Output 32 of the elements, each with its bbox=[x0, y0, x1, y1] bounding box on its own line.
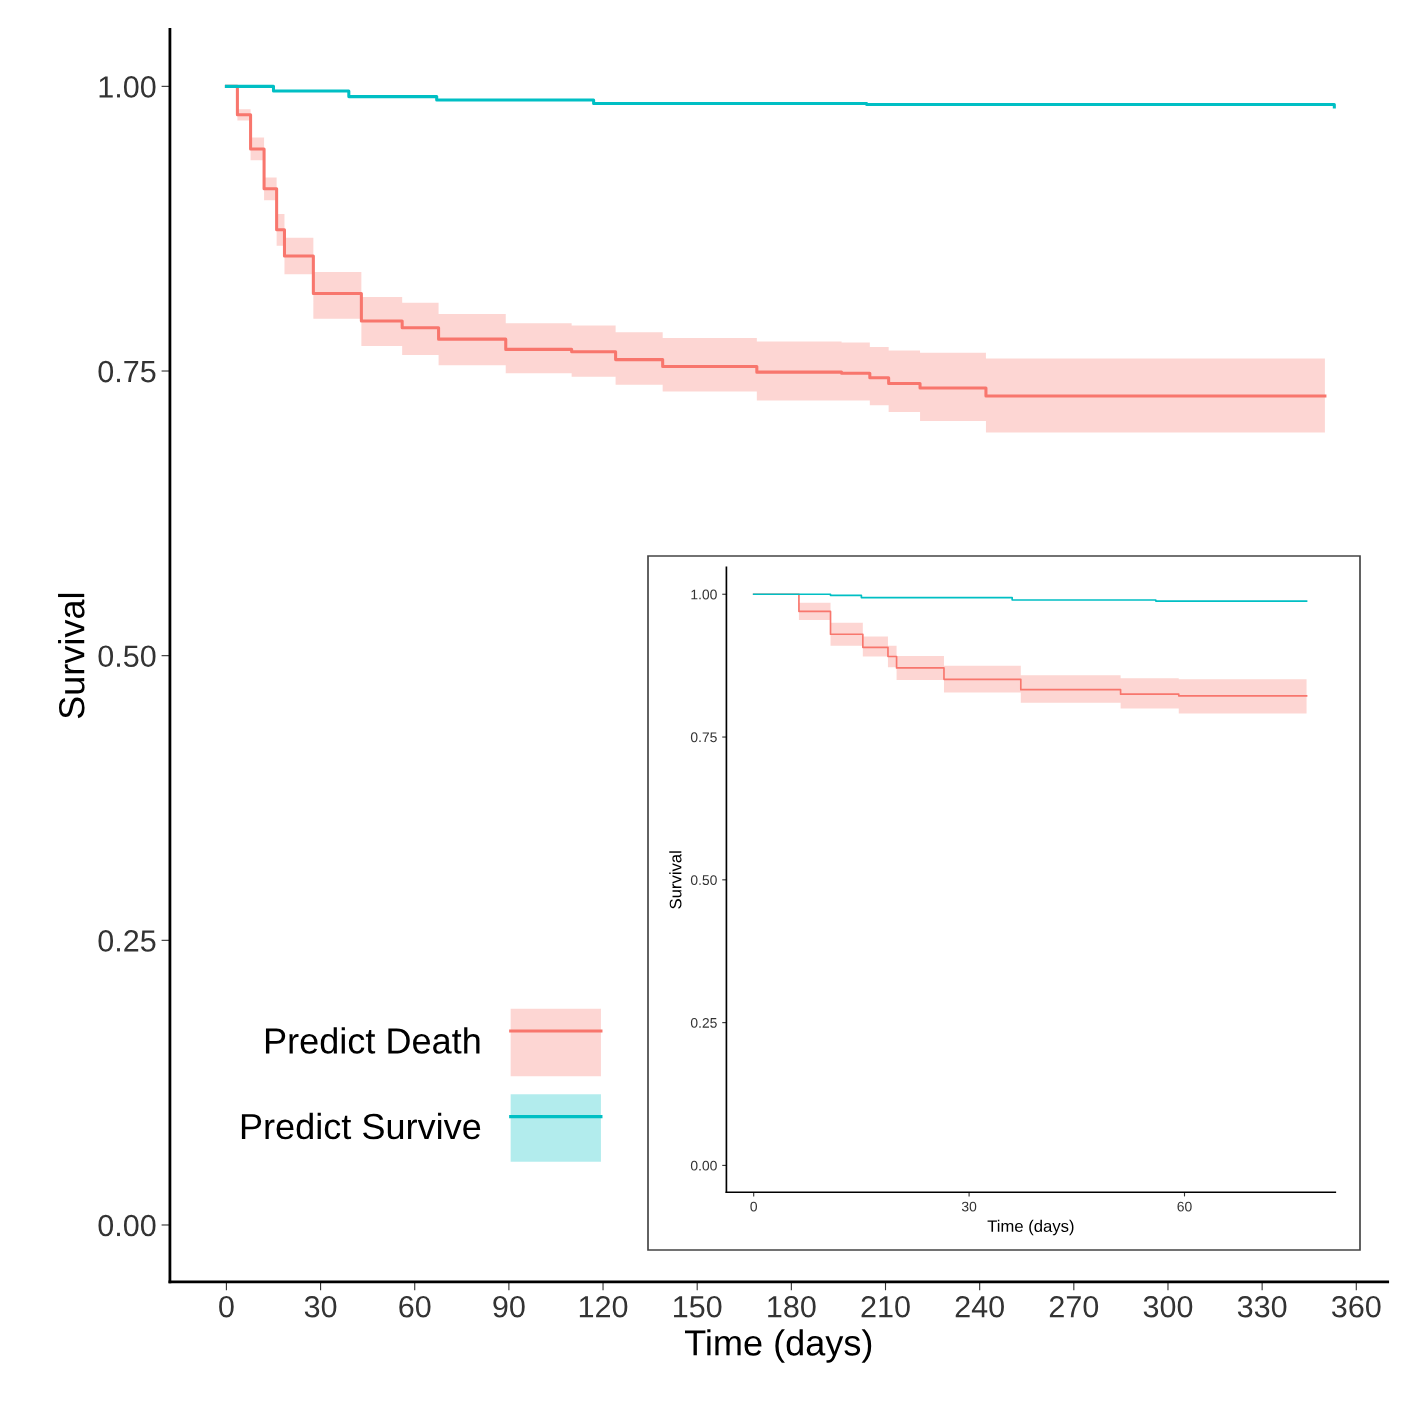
x-axis-title: Time (days) bbox=[684, 1329, 872, 1363]
y-tick-label: 0.75 bbox=[98, 360, 156, 383]
y-tick-label: 0.50 bbox=[98, 645, 156, 668]
y-tick-label: 1.00 bbox=[691, 589, 717, 600]
y-tick-label: 0.25 bbox=[98, 930, 156, 952]
y-tick-label: 1.00 bbox=[99, 76, 156, 98]
x-axis-title: Time (days) bbox=[987, 1219, 1074, 1236]
x-tick-label: 0 bbox=[750, 1201, 758, 1212]
y-tick-label: 0.00 bbox=[98, 1214, 156, 1237]
x-tick-label: 0 bbox=[219, 1295, 234, 1318]
x-tick-label: 210 bbox=[861, 1295, 910, 1318]
x-tick-label: 30 bbox=[961, 1201, 977, 1212]
x-tick-label: 120 bbox=[579, 1295, 628, 1318]
legend-label: Predict Death bbox=[265, 1027, 480, 1054]
x-tick-label: 150 bbox=[674, 1295, 722, 1318]
y-tick-label: 0.25 bbox=[690, 1017, 717, 1028]
y-axis-title: Survival bbox=[669, 851, 682, 909]
x-tick-label: 30 bbox=[304, 1295, 337, 1318]
y-axis-title: Survival bbox=[58, 593, 85, 719]
x-tick-label: 270 bbox=[1049, 1295, 1099, 1318]
x-tick-label: 360 bbox=[1331, 1295, 1381, 1318]
x-tick-label: 300 bbox=[1143, 1295, 1193, 1318]
legend-label: Predict Survive bbox=[241, 1112, 481, 1140]
y-tick-label: 0.50 bbox=[690, 875, 717, 885]
y-tick-label: 0.75 bbox=[690, 732, 717, 743]
x-tick-label: 330 bbox=[1237, 1295, 1287, 1318]
x-tick-label: 90 bbox=[493, 1295, 525, 1318]
x-tick-label: 60 bbox=[399, 1295, 431, 1318]
y-tick-label: 0.00 bbox=[690, 1160, 717, 1171]
x-tick-label: 180 bbox=[768, 1295, 816, 1318]
x-tick-label: 240 bbox=[955, 1295, 1004, 1318]
x-tick-label: 60 bbox=[1177, 1201, 1192, 1212]
